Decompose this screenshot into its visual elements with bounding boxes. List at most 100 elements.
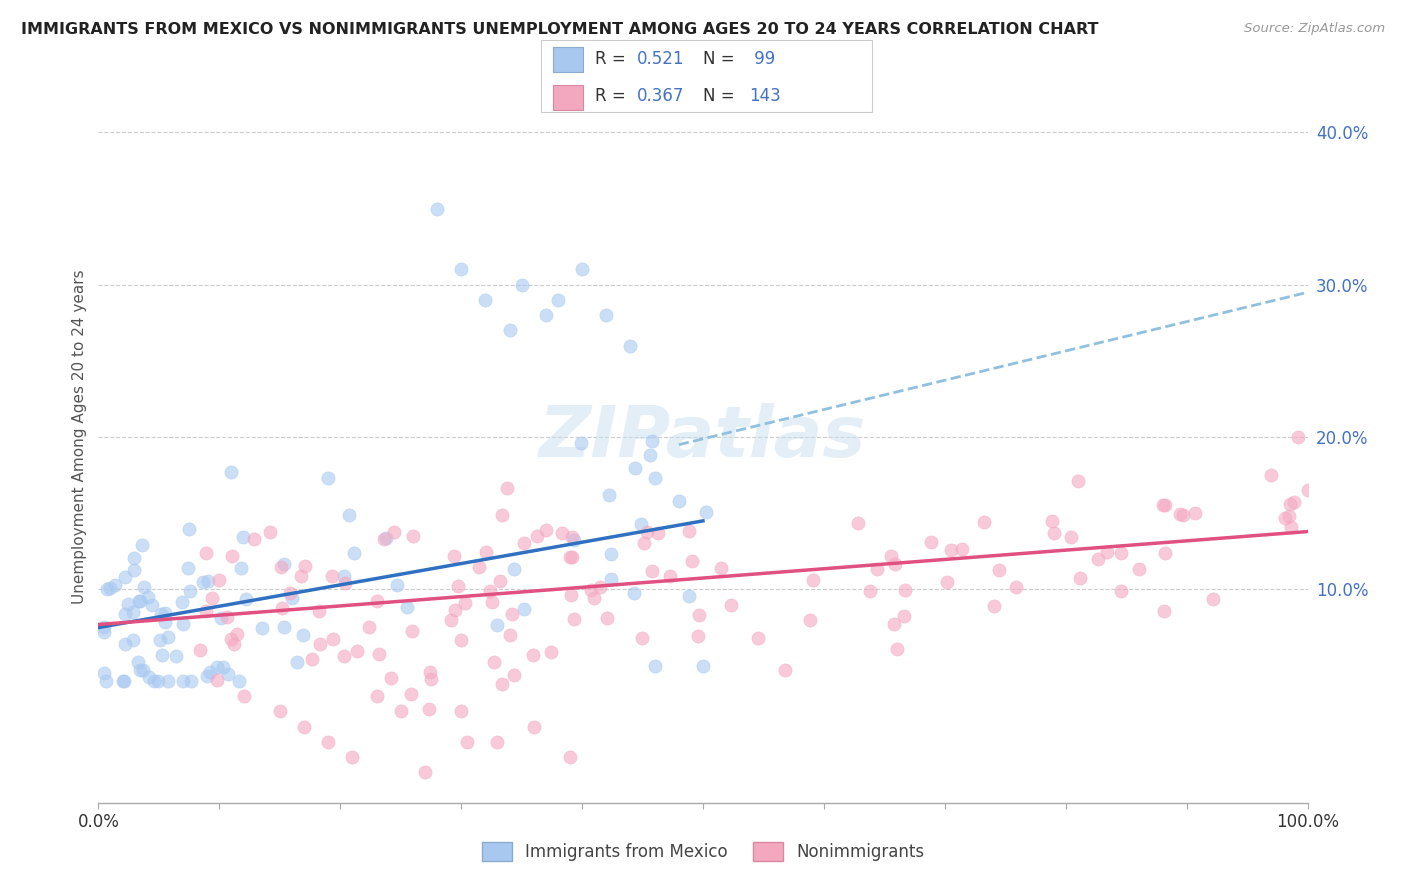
Point: [385, 578, 408, 592]
Point: [368, 648, 391, 662]
Point: [588, 580, 610, 594]
Point: [641, 564, 664, 578]
Point: [474, 293, 496, 307]
Point: [983, 599, 1005, 613]
Y-axis label: Unemployment Among Ages 20 to 24 years: Unemployment Among Ages 20 to 24 years: [72, 269, 87, 605]
Point: [1109, 584, 1132, 599]
Point: [413, 765, 436, 780]
Point: [342, 750, 364, 764]
Point: [522, 648, 544, 663]
Point: [1282, 495, 1305, 509]
Point: [450, 705, 472, 719]
Point: [678, 524, 700, 539]
Point: [1278, 508, 1301, 523]
Point: [1279, 520, 1302, 534]
Point: [232, 689, 254, 703]
Point: [502, 668, 524, 682]
Point: [197, 574, 219, 588]
Point: [333, 575, 356, 590]
Point: [894, 583, 917, 598]
Point: [681, 554, 703, 568]
Point: [503, 562, 526, 576]
Point: [1069, 571, 1091, 585]
Point: [1043, 525, 1066, 540]
Point: [1260, 468, 1282, 483]
Point: [156, 673, 179, 688]
Point: [418, 702, 440, 716]
Point: [486, 735, 509, 749]
Point: [501, 607, 523, 622]
Point: [489, 574, 512, 588]
Point: [128, 594, 150, 608]
Point: [893, 609, 915, 624]
Point: [561, 530, 583, 544]
Point: [96, 582, 118, 596]
Point: [188, 643, 211, 657]
Point: [450, 262, 472, 277]
Point: [859, 583, 882, 598]
Point: [309, 637, 332, 651]
Point: [534, 308, 557, 322]
Point: [290, 569, 312, 583]
Point: [124, 563, 146, 577]
Point: [292, 628, 315, 642]
Point: [419, 665, 441, 679]
Point: [217, 667, 239, 681]
Point: [491, 677, 513, 691]
Point: [883, 616, 905, 631]
Point: [232, 530, 254, 544]
Point: [93, 624, 115, 639]
Point: [205, 660, 228, 674]
Legend: Immigrants from Mexico, Nonimmigrants: Immigrants from Mexico, Nonimmigrants: [475, 835, 931, 868]
Point: [1274, 511, 1296, 525]
Point: [623, 461, 645, 475]
Point: [93, 620, 115, 634]
Point: [498, 323, 520, 337]
Point: [250, 621, 273, 635]
Point: [443, 549, 465, 564]
Text: R =: R =: [595, 87, 631, 105]
Point: [321, 569, 343, 583]
Point: [93, 665, 115, 680]
Point: [686, 629, 709, 643]
Point: [131, 538, 153, 552]
Point: [215, 610, 238, 624]
Point: [117, 597, 139, 611]
Point: [496, 481, 519, 495]
Point: [475, 545, 498, 559]
Point: [581, 583, 603, 598]
Point: [641, 434, 664, 449]
Point: [281, 591, 304, 605]
Point: [647, 526, 669, 541]
Point: [600, 547, 623, 561]
Point: [285, 655, 308, 669]
Point: [114, 607, 136, 621]
Point: [200, 665, 222, 680]
Point: [1040, 514, 1063, 528]
Point: [132, 580, 155, 594]
Point: [630, 517, 652, 532]
Point: [1059, 530, 1081, 544]
Point: [866, 562, 889, 576]
Point: [619, 338, 641, 352]
Point: [558, 750, 581, 764]
Point: [100, 581, 122, 595]
Point: [799, 613, 821, 627]
Point: [122, 605, 145, 619]
Point: [491, 508, 513, 522]
Point: [1154, 546, 1177, 560]
Point: [562, 533, 585, 547]
Point: [633, 536, 655, 550]
Point: [337, 508, 360, 522]
Point: [846, 516, 869, 530]
Point: [373, 532, 395, 546]
Point: [481, 594, 503, 608]
Point: [205, 673, 228, 687]
Point: [595, 308, 617, 322]
Text: R =: R =: [595, 50, 631, 68]
Point: [638, 448, 661, 462]
Point: [278, 585, 301, 599]
Point: [540, 645, 562, 659]
Point: [1005, 580, 1028, 594]
Text: IMMIGRANTS FROM MEXICO VS NONIMMIGRANTS UNEMPLOYMENT AMONG AGES 20 TO 24 YEARS C: IMMIGRANTS FROM MEXICO VS NONIMMIGRANTS …: [21, 22, 1098, 37]
